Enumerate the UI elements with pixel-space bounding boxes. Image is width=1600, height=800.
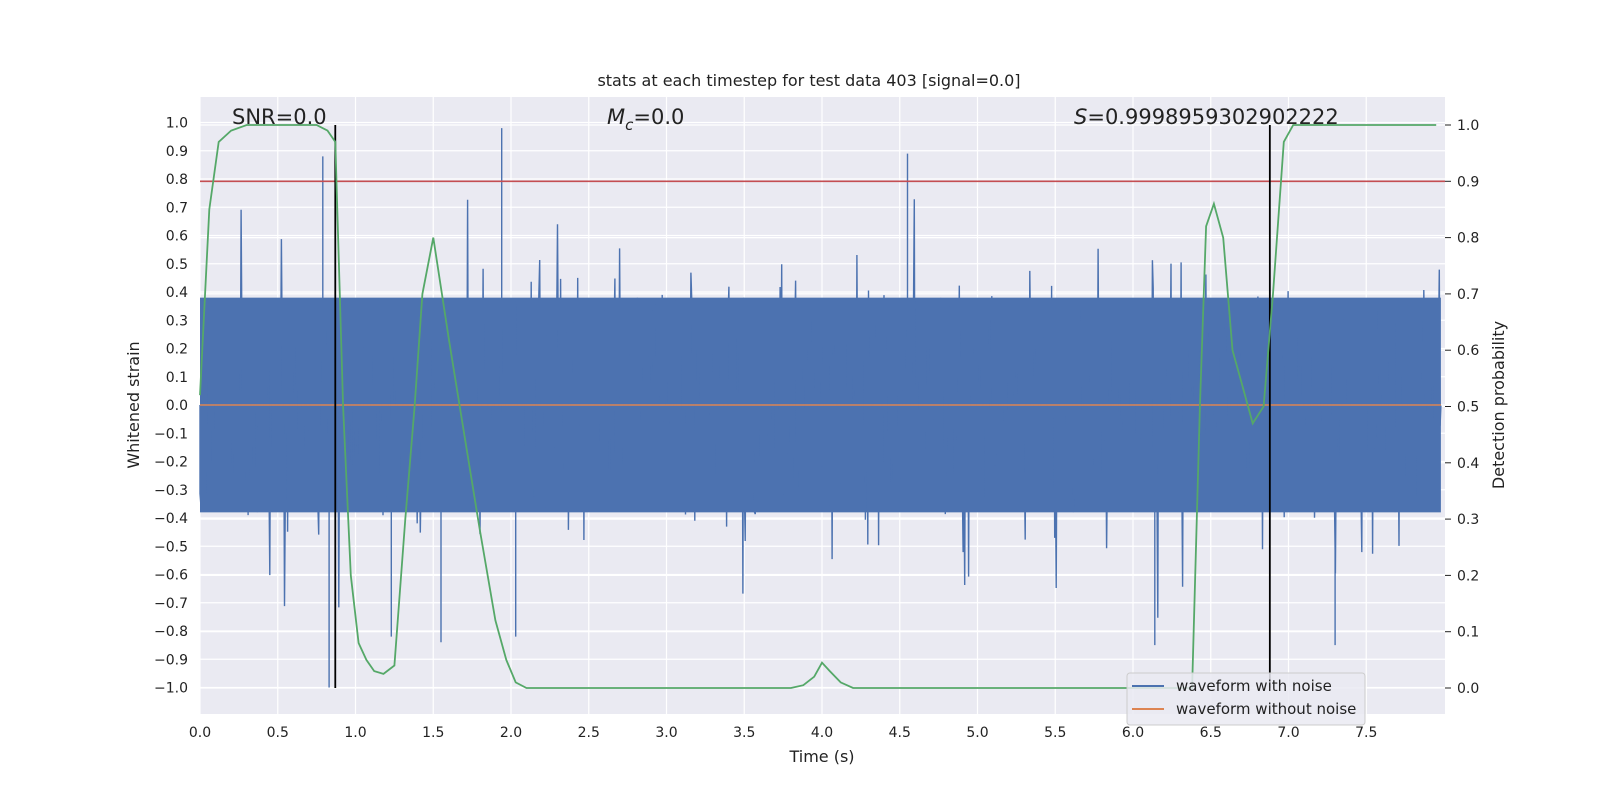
y-tick-label: 1.0 (166, 116, 188, 132)
y-tick-label: −0.3 (154, 483, 188, 499)
score-symbol: S (1074, 105, 1087, 129)
x-tick-label: 5.0 (966, 725, 988, 741)
y-axis-label: Whitened strain (124, 341, 143, 468)
x-tick-label: 3.0 (655, 725, 677, 741)
y-tick-label: −1.0 (154, 681, 188, 697)
x-tick-label: 6.5 (1200, 725, 1222, 741)
y-tick-label: 0.6 (166, 229, 188, 245)
legend-label-noise: waveform with noise (1176, 677, 1332, 695)
x-tick-label: 5.5 (1044, 725, 1066, 741)
y-tick-label: −0.1 (154, 426, 188, 442)
y2-tick-label: 1.0 (1457, 118, 1479, 134)
legend-box (1126, 672, 1366, 726)
x-tick-label: 4.5 (889, 725, 911, 741)
x-tick-label: 7.0 (1277, 725, 1299, 741)
y2-tick-label: 0.9 (1457, 174, 1479, 190)
x-tick-label: 1.5 (422, 725, 444, 741)
score-annotation: S=0.9998959302902222 (1074, 105, 1339, 129)
y2-tick-label: 0.6 (1457, 343, 1479, 359)
legend: waveform with noise waveform without noi… (1126, 672, 1366, 726)
snr-annotation: SNR=0.0 (232, 105, 327, 129)
y-tick-label: −0.6 (154, 568, 188, 584)
y2-tick-label: 0.5 (1457, 400, 1479, 416)
y-tick-label: 0.1 (166, 370, 188, 386)
y-tick-label: −0.9 (154, 652, 188, 668)
y2-tick-label: 0.7 (1457, 287, 1479, 303)
marker-lines (334, 125, 1271, 688)
x-tick-label: 0.5 (267, 725, 289, 741)
y-axis-ticks: 1.0 0.9 0.8 0.7 0.6 0.5 0.4 0.3 0.2 0.1 0.0 −0.1 −0.… (154, 116, 188, 697)
y-tick-label: 0.7 (166, 200, 188, 216)
legend-label-clean: waveform without noise (1176, 700, 1356, 718)
y-tick-label: 0.0 (166, 398, 188, 414)
y-tick-label: 0.5 (166, 257, 188, 273)
y-tick-label: 0.9 (166, 144, 188, 160)
x-tick-label: 7.5 (1355, 725, 1377, 741)
y-tick-label: 0.4 (166, 285, 188, 301)
x-tick-label: 2.0 (500, 725, 522, 741)
y-tick-label: −0.2 (154, 455, 188, 471)
y2-tick-label: 0.3 (1457, 512, 1479, 528)
x-tick-label: 4.0 (811, 725, 833, 741)
x-tick-label: 1.0 (344, 725, 366, 741)
y-tick-label: −0.7 (154, 596, 188, 612)
series-detection-probability (199, 124, 1437, 689)
y-tick-label: −0.5 (154, 539, 188, 555)
x-tick-label: 6.0 (1122, 725, 1144, 741)
x-axis-ticks: 0.0 0.5 1.0 1.5 2.0 2.5 3.0 3.5 4.0 4.5 5.0 5.5 6.0 6… (189, 725, 1378, 741)
y-tick-label: −0.8 (154, 624, 188, 640)
y-tick-label: 0.2 (166, 342, 188, 358)
chirp-mass-subscript: c (625, 116, 634, 134)
y-tick-label: 0.8 (166, 172, 188, 188)
y2-tick-label: 0.1 (1457, 625, 1479, 641)
y2-tick-label: 0.2 (1457, 568, 1479, 584)
chart-title: stats at each timestep for test data 403… (597, 71, 1020, 90)
score-value: =0.9998959302902222 (1087, 105, 1338, 129)
chirp-mass-annotation: Mc=0.0 (607, 105, 684, 134)
chirp-mass-symbol: M (607, 105, 625, 129)
chirp-mass-value: =0.0 (633, 105, 684, 129)
y2-axis-ticks: 1.0 0.9 0.8 0.7 0.6 0.5 0.4 0.3 0.2 0.1 0.0 (1445, 118, 1479, 697)
x-tick-label: 0.0 (189, 725, 211, 741)
y2-tick-label: 0.4 (1457, 456, 1479, 472)
y2-axis-label: Detection probability (1489, 321, 1508, 489)
y-tick-label: 0.3 (166, 313, 188, 329)
y2-tick-label: 0.0 (1457, 681, 1479, 697)
y2-tick-label: 0.8 (1457, 231, 1479, 247)
y-tick-label: −0.4 (154, 511, 188, 527)
x-tick-label: 3.5 (733, 725, 755, 741)
x-axis-label: Time (s) (788, 747, 854, 766)
x-tick-label: 2.5 (578, 725, 600, 741)
